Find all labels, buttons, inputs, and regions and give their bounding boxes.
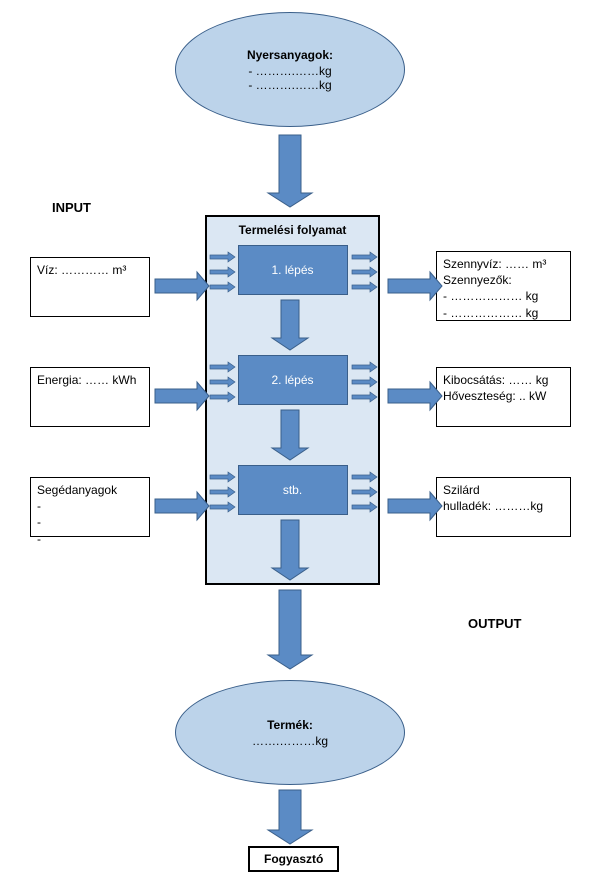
arrows-layer <box>0 0 597 885</box>
